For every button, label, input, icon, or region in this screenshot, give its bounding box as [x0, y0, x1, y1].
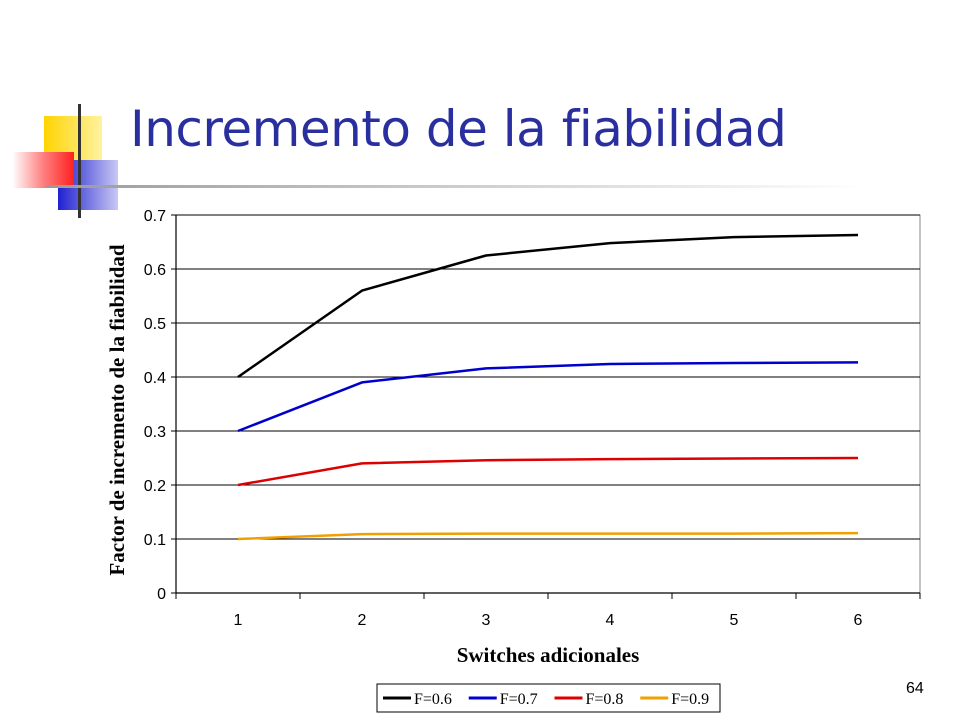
y-tick-label: 0.1 [144, 532, 166, 549]
x-tick-label: 3 [482, 612, 491, 629]
legend-label: F=0.8 [586, 691, 624, 708]
x-axis-title: Switches adicionales [457, 643, 640, 667]
title-decoration [12, 104, 866, 218]
y-tick-label: 0.5 [144, 316, 166, 333]
slide-title: Incremento de la fiabilidad [130, 100, 787, 158]
y-tick-label: 0.2 [144, 478, 166, 495]
legend-label: F=0.7 [500, 691, 538, 708]
plot-area [175, 214, 921, 594]
series-line-f-0-7 [237, 361, 859, 433]
y-tick-label: 0.6 [144, 262, 166, 279]
y-tick-label: 0.4 [144, 370, 166, 387]
x-tick-label: 6 [854, 612, 863, 629]
legend-label: F=0.6 [414, 691, 452, 708]
x-tick-label: 2 [358, 612, 367, 629]
y-tick-label: 0.7 [144, 208, 166, 225]
y-tick-label: 0 [157, 586, 166, 603]
red-square [12, 152, 74, 188]
y-tick-label: 0.3 [144, 424, 166, 441]
series-line-f-0-8 [237, 456, 859, 487]
legend-label: F=0.9 [671, 691, 709, 708]
vertical-rule [78, 104, 81, 218]
x-tick-label: 1 [234, 612, 243, 629]
x-tick-label: 4 [606, 612, 615, 629]
title-underline [46, 185, 866, 188]
series-line-f-0-6 [237, 233, 859, 379]
x-tick-label: 5 [730, 612, 739, 629]
series-line-f-0-9 [237, 531, 859, 541]
y-axis-title: Factor de incremento de la fiabilidad [105, 244, 129, 575]
page-number: 64 [906, 680, 924, 697]
